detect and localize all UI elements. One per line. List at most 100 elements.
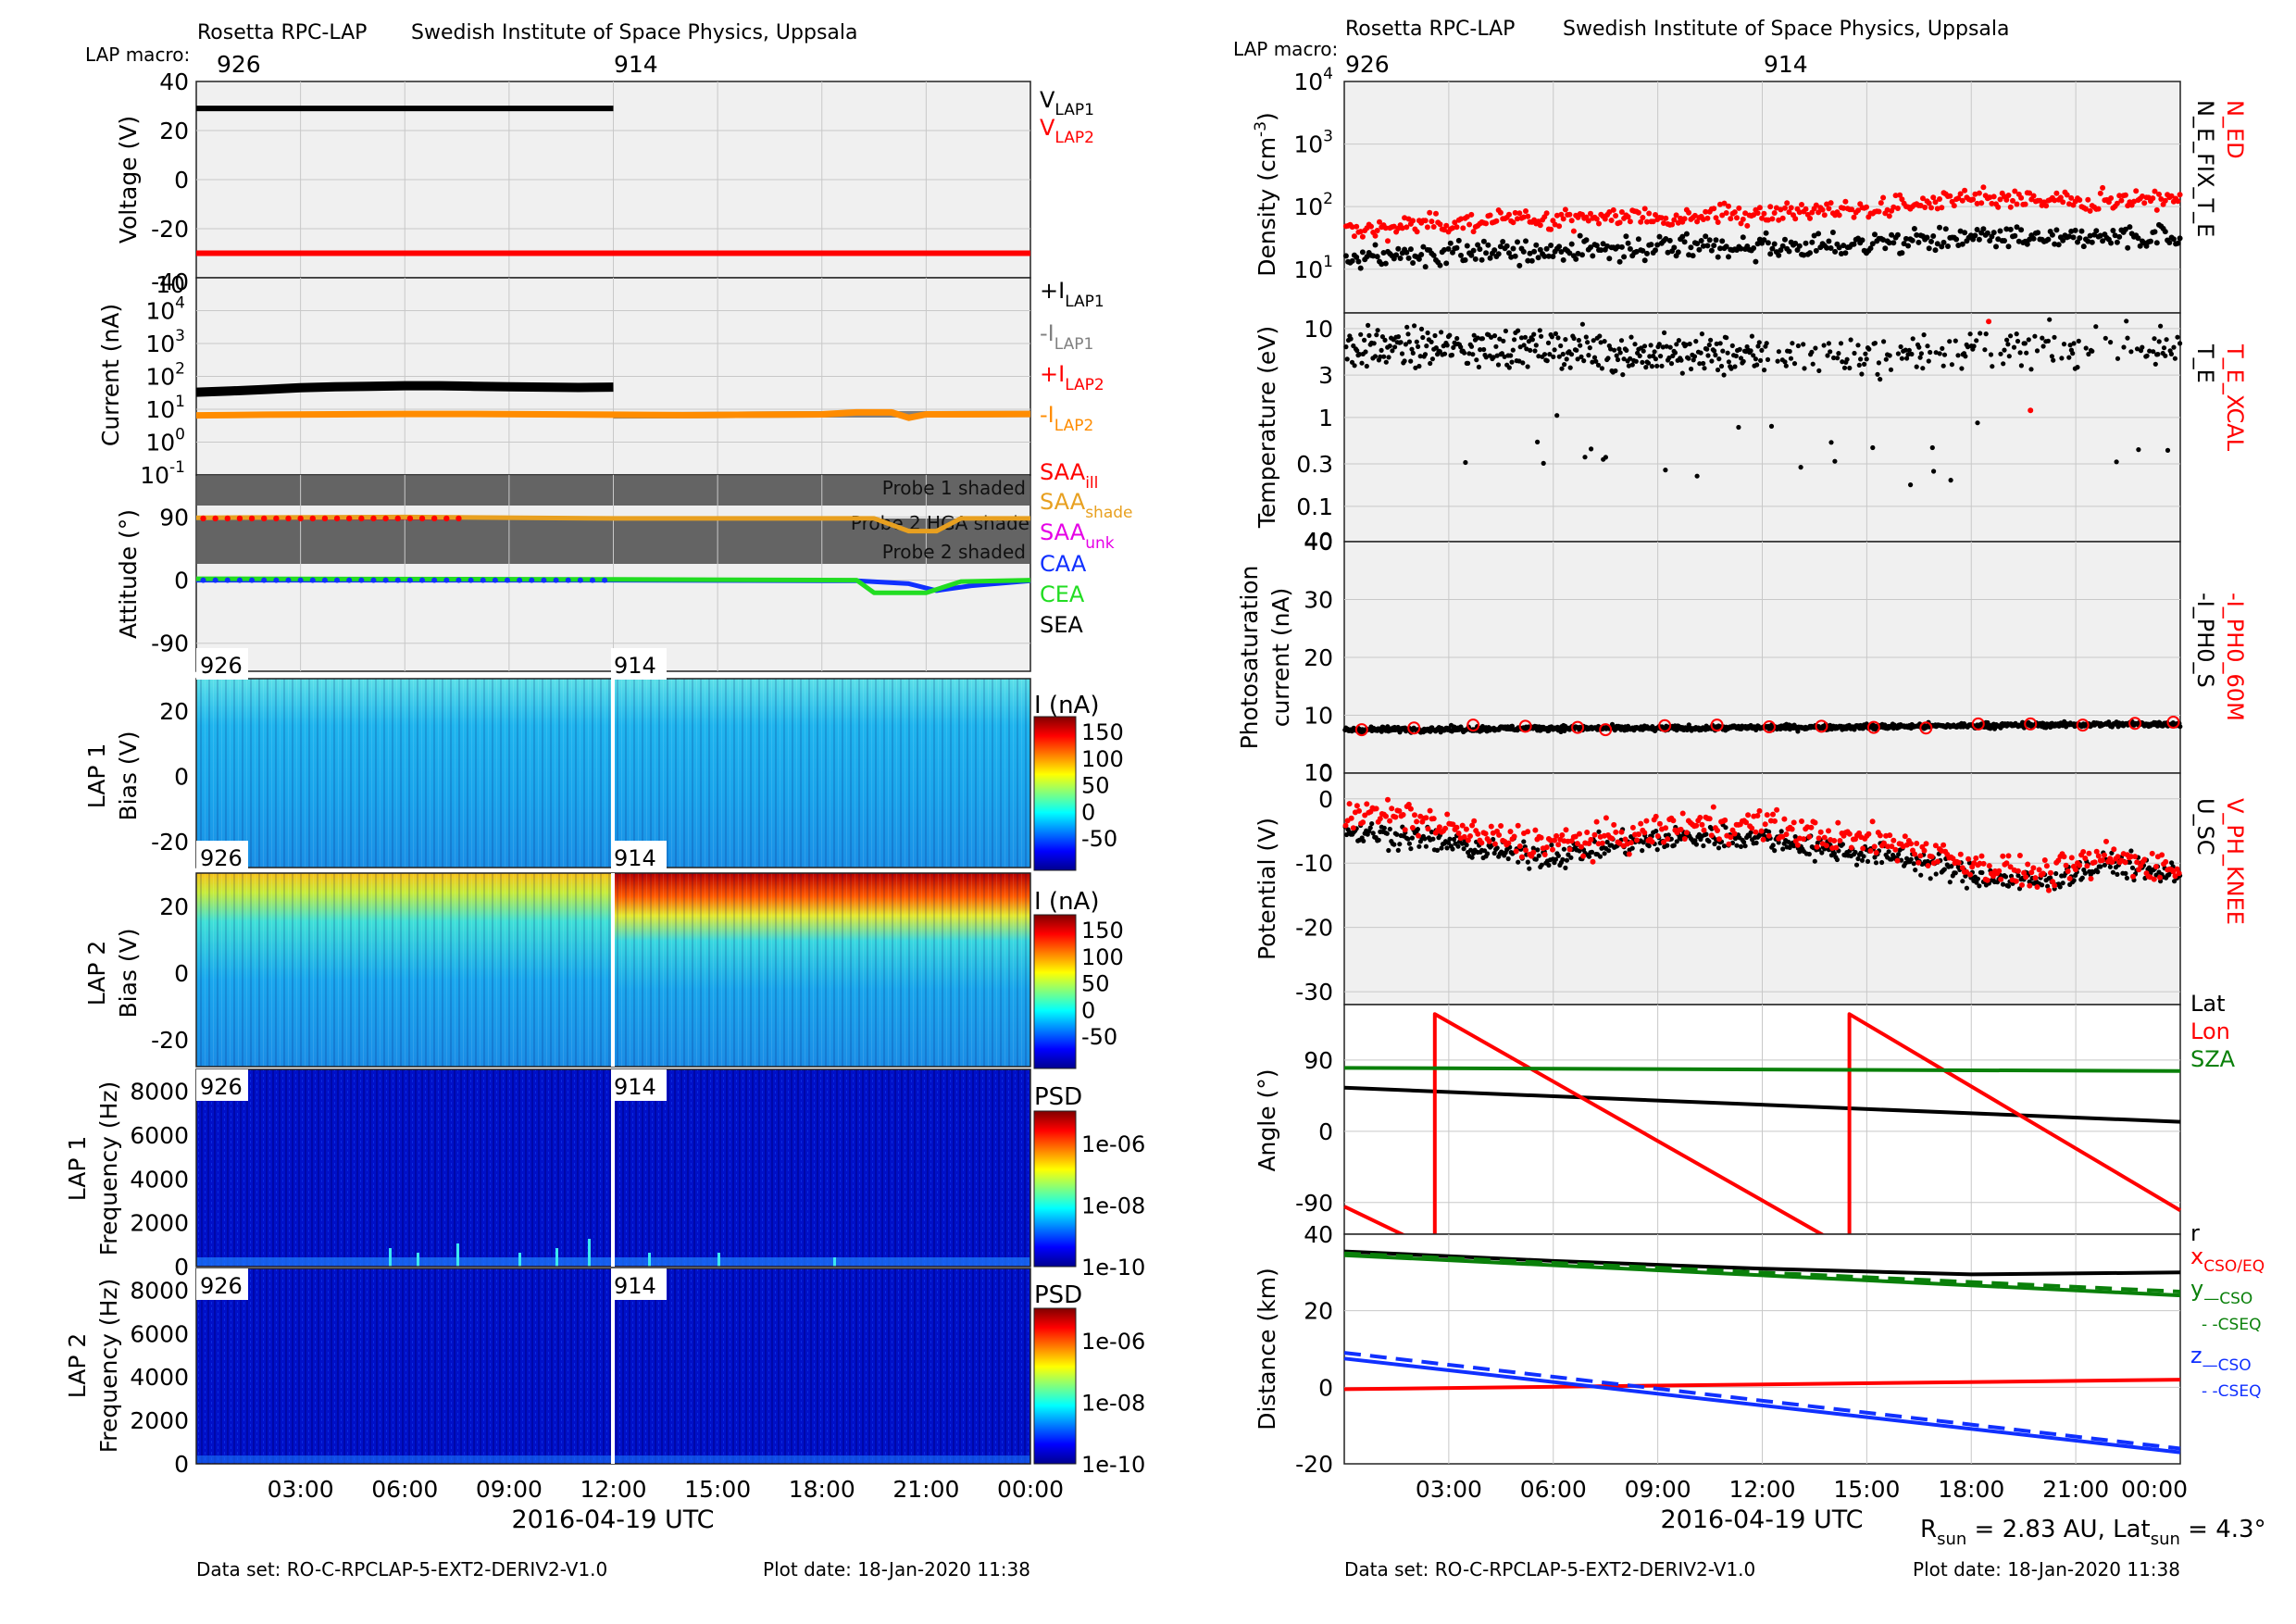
temperature-point-t-e — [1933, 350, 1939, 356]
potential-point-u-sc — [1742, 843, 1748, 849]
density-point-n-ed — [1731, 209, 1738, 216]
legend-minus-i-lap2: -ILAP2 — [1040, 402, 1093, 435]
density-point-n-ed — [1773, 205, 1779, 211]
potential-point-u-sc — [2040, 882, 2045, 888]
density-point-n-e-fix — [1416, 256, 1422, 262]
density-point-n-ed — [1349, 224, 1355, 231]
density-point-n-ed — [1926, 200, 1932, 206]
potential-point-v-ph-knee — [2019, 881, 2025, 888]
attitude-legend: SAAill SAAshade SAAunk CAA CEA SEA — [1040, 459, 1133, 638]
density-point-n-e-fix — [1590, 253, 1596, 259]
temperature-point-t-e — [1821, 343, 1827, 348]
potential-point-u-sc — [1546, 862, 1552, 868]
density-point-n-e-fix — [1512, 253, 1518, 259]
potential-point-u-sc — [1397, 842, 1403, 847]
density-point-n-ed — [1640, 215, 1646, 220]
potential-point-v-ph-knee — [1513, 848, 1519, 855]
temperature-point-t-e — [1787, 348, 1792, 355]
potential-point-v-ph-knee — [1772, 818, 1778, 824]
density-point-n-ed — [1976, 190, 1982, 196]
density-point-n-e-fix — [1989, 233, 1995, 240]
density-point-n-ed — [1736, 205, 1742, 211]
potential-point-v-ph-knee — [1860, 845, 1866, 852]
density-point-n-e-fix — [2066, 233, 2072, 240]
temperature-point-t-e — [1499, 351, 1504, 356]
density-point-n-ed — [1957, 191, 1964, 197]
density-point-n-e-fix — [1556, 244, 1563, 250]
density-point-n-e-fix — [2143, 243, 2150, 249]
ytick-label: 104 — [145, 294, 185, 325]
density-point-n-e-fix — [2114, 239, 2120, 245]
density-point-n-e-fix — [1928, 238, 1934, 244]
angle-line-sza — [1343, 1066, 2181, 1073]
temperature-point-t-e — [2076, 338, 2081, 344]
temperature-ylabel: Temperature (eV) — [1254, 326, 1280, 529]
lap2-bias-yticks: 200-20 — [151, 893, 189, 1054]
sun-info: Rsun = 2.83 AU, Latsun = 4.3° — [1920, 1516, 2266, 1549]
photo-point-i-ph0-60m — [1466, 718, 1480, 732]
potential-point-u-sc — [1391, 842, 1397, 847]
temperature-point-t-e — [1953, 338, 1958, 344]
ytick-label: 2000 — [130, 1407, 189, 1434]
potential-point-v-ph-knee — [1409, 825, 1416, 831]
caa-marker — [321, 577, 328, 583]
potential-point-u-sc — [1853, 862, 1860, 868]
temperature-point-t-e — [1918, 351, 1924, 356]
temperature-point-t-e — [1783, 363, 1789, 369]
potential-point-v-ph-knee — [1461, 833, 1467, 840]
legend-x-cso-eq: xCSO/EQ — [2190, 1243, 2265, 1276]
temperature-point-t-e — [1366, 332, 1372, 338]
density-point-n-ed — [1433, 210, 1439, 217]
density-point-n-ed — [2014, 201, 2020, 207]
potential-point-v-ph-knee — [2111, 846, 2117, 853]
density-point-n-ed — [2116, 193, 2123, 199]
density-point-n-e-fix — [2075, 239, 2080, 245]
temperature-point-t-e — [1526, 339, 1531, 344]
attitude-panel: Probe 1 shaded Probe 2 HGA shade Probe 2… — [115, 459, 1133, 672]
density-point-n-ed — [2153, 206, 2160, 213]
potential-point-v-ph-knee — [1532, 827, 1539, 833]
temperature-point-t-e — [1626, 363, 1631, 369]
density-point-n-ed — [1878, 200, 1884, 206]
potential-point-v-ph-knee — [2021, 869, 2028, 876]
temperature-point-t-e — [1409, 346, 1415, 352]
potential-point-v-ph-knee — [1525, 829, 1531, 835]
density-point-n-e-fix — [1533, 242, 1540, 248]
ytick-label: 10 — [1304, 316, 1333, 343]
temperature-point-t-e — [1462, 350, 1467, 356]
saa-ill-marker — [394, 515, 401, 522]
density-point-n-e-fix — [1397, 256, 1404, 261]
temperature-point-t-e — [1988, 352, 1994, 357]
density-point-n-e-fix — [1372, 242, 1379, 248]
temperature-point-t-e — [1586, 353, 1591, 358]
potential-point-v-ph-knee — [1980, 860, 1987, 867]
density-point-n-e-fix — [1568, 241, 1575, 247]
potential-point-v-ph-knee — [2174, 866, 2180, 872]
density-point-n-e-fix — [1472, 256, 1479, 262]
temperature-point-t-e — [1641, 348, 1646, 354]
potential-point-v-ph-knee — [1360, 819, 1366, 826]
temperature-point-t-e — [1693, 339, 1699, 344]
potential-point-u-sc — [2127, 859, 2132, 865]
photo-point-i-ph0-60m — [1658, 718, 1672, 732]
density-point-n-e-fix — [1890, 240, 1897, 246]
potential-point-v-ph-knee — [1789, 826, 1795, 832]
potential-point-v-ph-knee — [2086, 850, 2092, 856]
density-point-n-e-fix — [2093, 228, 2100, 234]
ytick-label: 8000 — [130, 1277, 189, 1304]
potential-point-v-ph-knee — [1479, 840, 1485, 846]
density-point-n-e-fix — [1867, 245, 1874, 252]
left-macro-914: 914 — [614, 51, 658, 78]
density-point-n-e-fix — [1796, 243, 1803, 249]
temperature-point-t-e — [1959, 366, 1965, 371]
potential-point-v-ph-knee — [1760, 836, 1766, 843]
temperature-point-t-e — [1416, 363, 1422, 369]
density-point-n-e-fix — [1543, 245, 1550, 252]
temperature-point-t-e — [1417, 354, 1423, 359]
potential-point-u-sc — [1872, 855, 1878, 860]
ytick-label: 8000 — [130, 1079, 189, 1106]
ytick-label: 40 — [1304, 528, 1333, 555]
ytick-label: -20 — [1295, 915, 1333, 942]
potential-point-v-ph-knee — [2103, 838, 2109, 844]
